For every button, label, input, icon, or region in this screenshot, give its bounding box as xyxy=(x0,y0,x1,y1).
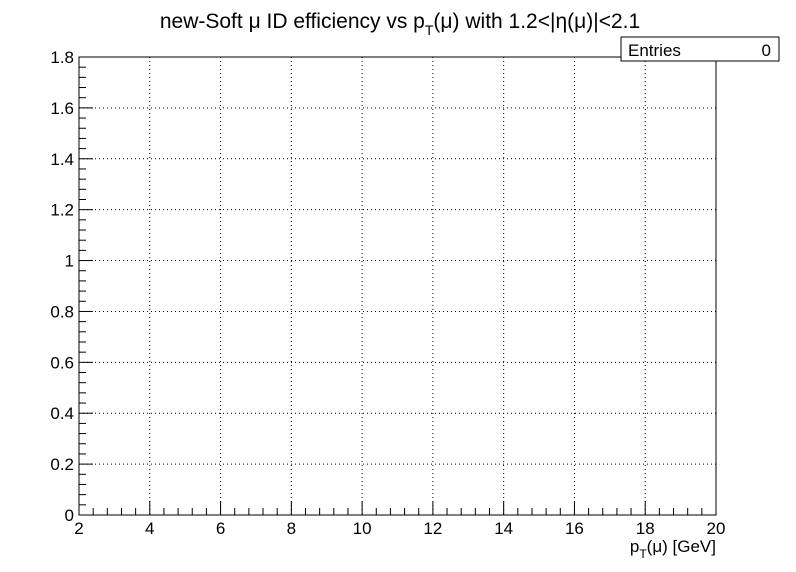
x-tick-label: 10 xyxy=(353,519,372,538)
x-tick-label: 2 xyxy=(74,519,83,538)
stats-entries-value: 0 xyxy=(762,41,771,60)
axis-ticks xyxy=(78,56,717,516)
y-tick-label: 1.4 xyxy=(50,150,74,169)
y-tick-label: 1 xyxy=(65,252,74,271)
x-tick-labels: 2 4 6 8 10 12 14 16 18 20 xyxy=(74,519,725,538)
x-tick-label: 4 xyxy=(145,519,154,538)
x-tick-label: 6 xyxy=(216,519,225,538)
stats-box-frame xyxy=(620,36,780,62)
y-tick-label: 0.6 xyxy=(50,353,74,372)
y-tick-label: 0.4 xyxy=(50,404,74,423)
x-axis-label: pT(μ) [GeV] xyxy=(630,537,716,561)
x-tick-label: 16 xyxy=(565,519,584,538)
x-tick-label: 12 xyxy=(423,519,442,538)
y-tick-label: 0 xyxy=(65,506,74,525)
stats-entries-label: Entries xyxy=(628,41,681,60)
plot-frame xyxy=(78,56,717,516)
x-tick-label: 18 xyxy=(636,519,655,538)
stats-box: Entries 0 xyxy=(620,36,780,62)
chart-title: new-Soft μ ID efficiency vs pT(μ) with 1… xyxy=(160,10,640,38)
y-tick-label: 0.2 xyxy=(50,455,74,474)
y-tick-labels: 0 0.2 0.4 0.6 0.8 1 1.2 1.4 1.6 1.8 xyxy=(50,48,74,525)
y-tick-label: 1.8 xyxy=(50,48,74,67)
y-tick-label: 1.6 xyxy=(50,99,74,118)
grid-lines xyxy=(79,57,716,515)
x-tick-label: 20 xyxy=(707,519,726,538)
x-tick-label: 14 xyxy=(494,519,513,538)
y-tick-label: 1.2 xyxy=(50,201,74,220)
y-tick-label: 0.8 xyxy=(50,302,74,321)
x-tick-label: 8 xyxy=(287,519,296,538)
